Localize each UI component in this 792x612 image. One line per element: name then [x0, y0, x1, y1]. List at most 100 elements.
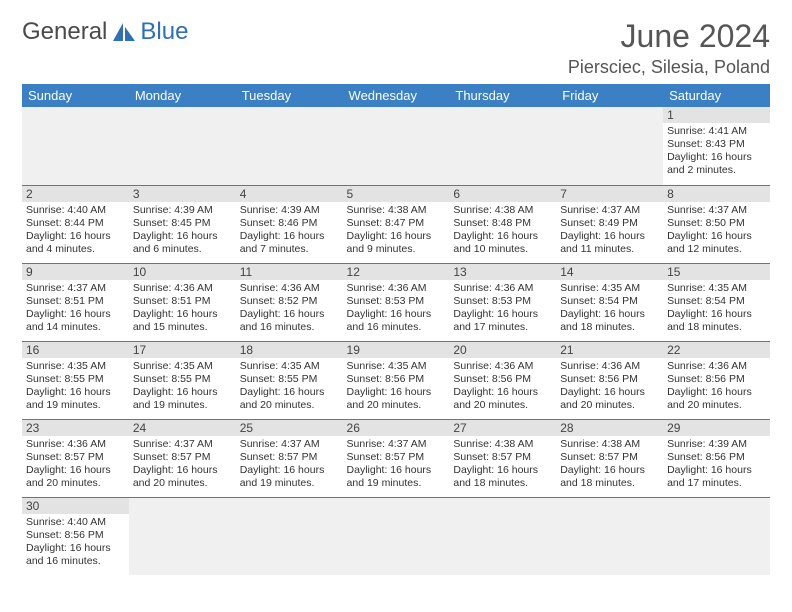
calendar-body: 1Sunrise: 4:41 AMSunset: 8:43 PMDaylight…: [22, 107, 770, 575]
daylight-line: Daylight: 16 hours and 19 minutes.: [26, 386, 111, 411]
day-body: Sunrise: 4:37 AMSunset: 8:57 PMDaylight:…: [236, 436, 343, 495]
daylight-line: Daylight: 16 hours and 10 minutes.: [453, 230, 538, 255]
sunset-line: Sunset: 8:54 PM: [560, 295, 638, 307]
sunrise-line: Sunrise: 4:36 AM: [453, 282, 533, 294]
day-body: Sunrise: 4:35 AMSunset: 8:55 PMDaylight:…: [129, 358, 236, 417]
day-body: Sunrise: 4:35 AMSunset: 8:55 PMDaylight:…: [22, 358, 129, 417]
day-number: 22: [663, 342, 770, 358]
day-body: Sunrise: 4:36 AMSunset: 8:57 PMDaylight:…: [22, 436, 129, 495]
day-number: 14: [556, 264, 663, 280]
sunrise-line: Sunrise: 4:37 AM: [26, 282, 106, 294]
daylight-line: Daylight: 16 hours and 7 minutes.: [240, 230, 325, 255]
sunset-line: Sunset: 8:48 PM: [453, 217, 531, 229]
calendar-cell: [343, 107, 450, 185]
day-body: Sunrise: 4:38 AMSunset: 8:57 PMDaylight:…: [449, 436, 556, 495]
sunset-line: Sunset: 8:51 PM: [26, 295, 104, 307]
day-number: 11: [236, 264, 343, 280]
day-body: Sunrise: 4:39 AMSunset: 8:45 PMDaylight:…: [129, 202, 236, 261]
day-body: Sunrise: 4:36 AMSunset: 8:53 PMDaylight:…: [343, 280, 450, 339]
calendar-cell: 28Sunrise: 4:38 AMSunset: 8:57 PMDayligh…: [556, 419, 663, 497]
day-body: Sunrise: 4:40 AMSunset: 8:56 PMDaylight:…: [22, 514, 129, 573]
daylight-line: Daylight: 16 hours and 19 minutes.: [347, 464, 432, 489]
calendar-cell: 10Sunrise: 4:36 AMSunset: 8:51 PMDayligh…: [129, 263, 236, 341]
sunset-line: Sunset: 8:52 PM: [240, 295, 318, 307]
weekday-header: Monday: [129, 84, 236, 107]
calendar-cell: 18Sunrise: 4:35 AMSunset: 8:55 PMDayligh…: [236, 341, 343, 419]
sunset-line: Sunset: 8:43 PM: [667, 138, 745, 150]
day-number: 23: [22, 420, 129, 436]
daylight-line: Daylight: 16 hours and 20 minutes.: [560, 386, 645, 411]
daylight-line: Daylight: 16 hours and 16 minutes.: [26, 542, 111, 567]
calendar-cell: [343, 497, 450, 575]
sunset-line: Sunset: 8:49 PM: [560, 217, 638, 229]
day-number: 16: [22, 342, 129, 358]
daylight-line: Daylight: 16 hours and 20 minutes.: [26, 464, 111, 489]
day-number: 21: [556, 342, 663, 358]
calendar-cell: [663, 497, 770, 575]
calendar-cell: 21Sunrise: 4:36 AMSunset: 8:56 PMDayligh…: [556, 341, 663, 419]
day-body: Sunrise: 4:35 AMSunset: 8:56 PMDaylight:…: [343, 358, 450, 417]
day-body: Sunrise: 4:36 AMSunset: 8:56 PMDaylight:…: [449, 358, 556, 417]
day-body: Sunrise: 4:36 AMSunset: 8:56 PMDaylight:…: [663, 358, 770, 417]
sunrise-line: Sunrise: 4:35 AM: [347, 360, 427, 372]
header: General Blue June 2024 Piersciec, Silesi…: [22, 18, 770, 78]
day-number: 9: [22, 264, 129, 280]
sunrise-line: Sunrise: 4:36 AM: [240, 282, 320, 294]
sunrise-line: Sunrise: 4:40 AM: [26, 516, 106, 528]
sunrise-line: Sunrise: 4:39 AM: [133, 204, 213, 216]
calendar-cell: [236, 107, 343, 185]
day-body: Sunrise: 4:37 AMSunset: 8:50 PMDaylight:…: [663, 202, 770, 261]
day-number: 15: [663, 264, 770, 280]
sunset-line: Sunset: 8:55 PM: [26, 373, 104, 385]
calendar-head: SundayMondayTuesdayWednesdayThursdayFrid…: [22, 84, 770, 107]
daylight-line: Daylight: 16 hours and 12 minutes.: [667, 230, 752, 255]
sunrise-line: Sunrise: 4:36 AM: [26, 438, 106, 450]
sunset-line: Sunset: 8:56 PM: [26, 529, 104, 541]
daylight-line: Daylight: 16 hours and 18 minutes.: [560, 308, 645, 333]
sunrise-line: Sunrise: 4:35 AM: [133, 360, 213, 372]
sunrise-line: Sunrise: 4:37 AM: [560, 204, 640, 216]
weekday-header: Wednesday: [343, 84, 450, 107]
sunset-line: Sunset: 8:56 PM: [347, 373, 425, 385]
sunrise-line: Sunrise: 4:35 AM: [560, 282, 640, 294]
day-number: 3: [129, 186, 236, 202]
calendar-cell: 7Sunrise: 4:37 AMSunset: 8:49 PMDaylight…: [556, 185, 663, 263]
daylight-line: Daylight: 16 hours and 19 minutes.: [240, 464, 325, 489]
sail-icon: [111, 21, 137, 43]
daylight-line: Daylight: 16 hours and 11 minutes.: [560, 230, 645, 255]
month-title: June 2024: [568, 18, 770, 55]
weekday-header: Friday: [556, 84, 663, 107]
calendar-table: SundayMondayTuesdayWednesdayThursdayFrid…: [22, 84, 770, 575]
day-number: 20: [449, 342, 556, 358]
brand-logo: General Blue: [22, 18, 188, 46]
sunset-line: Sunset: 8:57 PM: [453, 451, 531, 463]
calendar-cell: [22, 107, 129, 185]
day-body: Sunrise: 4:35 AMSunset: 8:54 PMDaylight:…: [556, 280, 663, 339]
day-number: 5: [343, 186, 450, 202]
sunrise-line: Sunrise: 4:35 AM: [667, 282, 747, 294]
sunrise-line: Sunrise: 4:36 AM: [453, 360, 533, 372]
day-number: 27: [449, 420, 556, 436]
day-number: 4: [236, 186, 343, 202]
calendar-cell: [556, 107, 663, 185]
sunrise-line: Sunrise: 4:38 AM: [560, 438, 640, 450]
calendar-cell: 5Sunrise: 4:38 AMSunset: 8:47 PMDaylight…: [343, 185, 450, 263]
sunset-line: Sunset: 8:51 PM: [133, 295, 211, 307]
daylight-line: Daylight: 16 hours and 18 minutes.: [453, 464, 538, 489]
brand-word2: Blue: [140, 18, 188, 46]
daylight-line: Daylight: 16 hours and 4 minutes.: [26, 230, 111, 255]
calendar-cell: 6Sunrise: 4:38 AMSunset: 8:48 PMDaylight…: [449, 185, 556, 263]
day-body: Sunrise: 4:35 AMSunset: 8:54 PMDaylight:…: [663, 280, 770, 339]
calendar-cell: [129, 107, 236, 185]
day-body: Sunrise: 4:37 AMSunset: 8:49 PMDaylight:…: [556, 202, 663, 261]
daylight-line: Daylight: 16 hours and 20 minutes.: [240, 386, 325, 411]
daylight-line: Daylight: 16 hours and 20 minutes.: [347, 386, 432, 411]
sunrise-line: Sunrise: 4:40 AM: [26, 204, 106, 216]
calendar-cell: [236, 497, 343, 575]
calendar-cell: 30Sunrise: 4:40 AMSunset: 8:56 PMDayligh…: [22, 497, 129, 575]
weekday-header: Thursday: [449, 84, 556, 107]
day-body: Sunrise: 4:38 AMSunset: 8:57 PMDaylight:…: [556, 436, 663, 495]
calendar-cell: 4Sunrise: 4:39 AMSunset: 8:46 PMDaylight…: [236, 185, 343, 263]
sunrise-line: Sunrise: 4:39 AM: [667, 438, 747, 450]
daylight-line: Daylight: 16 hours and 9 minutes.: [347, 230, 432, 255]
